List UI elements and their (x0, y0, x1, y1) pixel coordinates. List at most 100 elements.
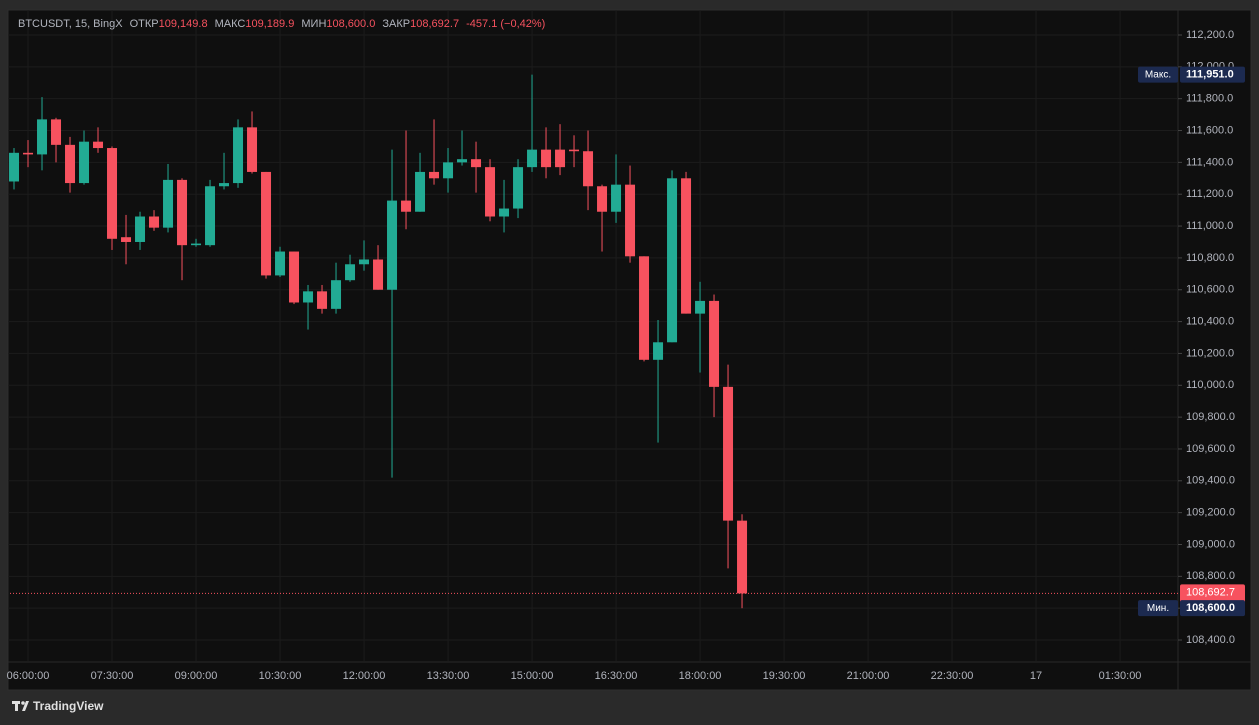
candle-body (541, 149, 552, 168)
y-tick-label: 110,600.0 (1186, 284, 1234, 296)
candle-body (639, 256, 650, 360)
candle-body (597, 186, 608, 212)
candle-body (485, 167, 496, 217)
candle-body (359, 259, 370, 265)
candle-body (37, 119, 48, 155)
candle-body (331, 280, 342, 309)
candle-body (261, 171, 272, 276)
close-label: ЗАКР (382, 18, 410, 30)
y-tick-label: 112,200.0 (1186, 29, 1234, 41)
x-tick-label: 07:30:00 (91, 670, 134, 682)
candle-body (611, 184, 622, 212)
y-tick-label: 109,200.0 (1186, 507, 1235, 519)
low-value: 108,600.0 (326, 18, 375, 30)
x-tick-label: 06:00:00 (7, 670, 50, 682)
max-tag-box (1138, 66, 1178, 83)
open-label: ОТКР (130, 18, 159, 30)
y-tick-label: 111,200.0 (1186, 188, 1233, 200)
y-tick-label: 111,800.0 (1186, 93, 1233, 105)
candle-body (555, 149, 566, 168)
candle-body (401, 200, 412, 212)
x-tick-label: 13:30:00 (427, 670, 470, 682)
candle-body (121, 237, 132, 242)
min-value-box (1180, 600, 1245, 617)
min-tag: Мин. (1147, 603, 1169, 614)
candle-body (443, 162, 454, 179)
candle-body (457, 159, 468, 163)
y-tick-label: 109,800.0 (1186, 411, 1235, 423)
x-tick-label: 09:00:00 (175, 670, 218, 682)
candle-body (289, 251, 300, 303)
candle-body (177, 179, 188, 246)
candle-body (499, 208, 510, 217)
y-tick-label: 109,600.0 (1186, 443, 1235, 455)
candle-body (23, 152, 34, 155)
candle-body (681, 178, 692, 314)
candle-body (205, 186, 216, 246)
min-value: 108,600.0 (1186, 602, 1235, 614)
high-label: МАКС (215, 18, 246, 30)
labels: 108,400.0 108,600.0 108,800.0 109,000.0 109,… (7, 29, 1245, 682)
symbol: BTCUSDT, 15, BingX (18, 18, 123, 30)
candle-body (219, 183, 230, 187)
brand-logo (12, 701, 29, 711)
candle-body (429, 171, 440, 179)
candle-body (191, 243, 202, 246)
candle-body (723, 386, 734, 521)
header: BTCUSDT, 15, BingX ОТКР109,149.8 МАКС109… (18, 18, 545, 30)
last-price-label: 108,692.7 (1186, 586, 1235, 598)
x-tick-label: 19:30:00 (763, 670, 806, 682)
candle-body (233, 127, 244, 184)
open-value: 109,149.8 (159, 18, 208, 30)
candle-body (303, 291, 314, 303)
candle-body (107, 148, 118, 239)
candle-body (149, 216, 160, 228)
candle-body (51, 119, 62, 145)
candle-body (387, 200, 398, 290)
candle-body (373, 259, 384, 290)
y-tick-label: 111,400.0 (1186, 156, 1233, 168)
chart-panel (7, 9, 1252, 691)
candle-body (345, 264, 356, 281)
y-tick-label: 110,200.0 (1186, 347, 1234, 359)
y-tick-label: 109,000.0 (1186, 538, 1235, 550)
y-tick-label: 109,400.0 (1186, 475, 1235, 487)
candle-body (653, 342, 664, 360)
candle-body (667, 178, 678, 343)
x-tick-label: 21:00:00 (847, 670, 890, 682)
change: -457.1 (−0,42%) (466, 18, 545, 30)
max-tag: Макс. (1145, 69, 1171, 80)
candle-body (163, 179, 174, 228)
x-tick-label: 10:30:00 (259, 670, 302, 682)
y-tick-label: 110,400.0 (1186, 315, 1234, 327)
max-value-box (1180, 66, 1245, 83)
candle-body (93, 141, 104, 149)
candle-body (9, 152, 20, 182)
x-tick-label: 15:00:00 (511, 670, 554, 682)
y-tick-label: 108,800.0 (1186, 570, 1235, 582)
candle-body (415, 171, 426, 212)
max-value: 111,951.0 (1186, 69, 1234, 81)
candle-body (625, 184, 636, 257)
candle-body (317, 291, 328, 309)
x-tick-label: 22:30:00 (931, 670, 974, 682)
x-tick-label: 12:00:00 (343, 670, 386, 682)
candle-body (709, 300, 720, 387)
x-tick-label: 18:00:00 (679, 670, 722, 682)
candles (9, 74, 748, 609)
candle-body (247, 127, 258, 172)
candle-body (65, 144, 76, 184)
candle-body (583, 151, 594, 187)
y-tick-label: 110,000.0 (1186, 379, 1234, 391)
candle-body (275, 251, 286, 276)
candle-body (737, 520, 748, 594)
candle-body (569, 149, 580, 152)
candle-body (527, 149, 538, 168)
candle-body (135, 216, 146, 242)
candle-body (695, 300, 706, 314)
low-label: МИН (301, 18, 326, 30)
x-tick-label: 16:30:00 (595, 670, 638, 682)
y-tick-label: 111,000.0 (1186, 220, 1233, 232)
